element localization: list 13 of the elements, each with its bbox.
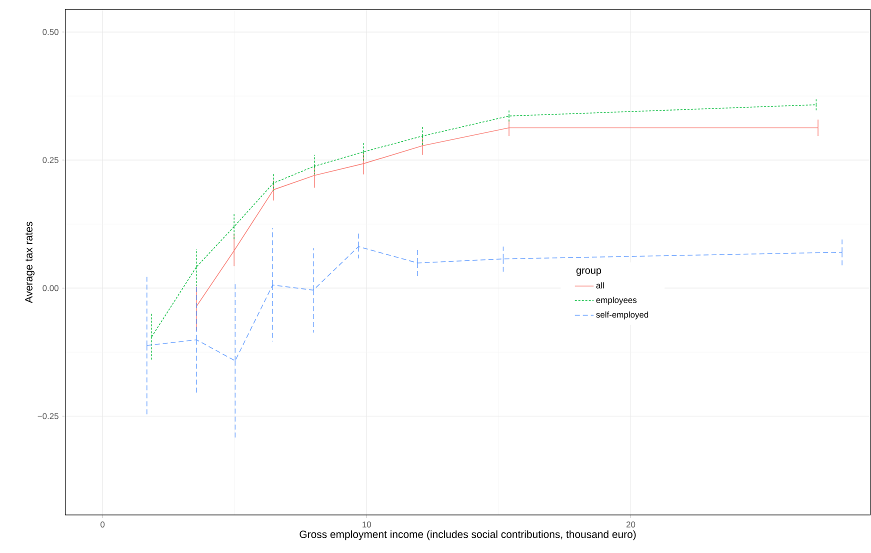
- legend-label: self-employed: [596, 311, 648, 320]
- y-axis-title: Average tax rates: [25, 222, 35, 304]
- x-axis-title: Gross employment income (includes social contributions, thousand euro): [300, 530, 636, 540]
- y-tick-label: −0.25: [38, 413, 58, 420]
- legend-label: employees: [596, 296, 637, 305]
- y-tick-label: 0.00: [42, 285, 58, 292]
- x-tick-label: 20: [626, 522, 636, 528]
- legend-title: group: [576, 268, 602, 276]
- y-tick-label: 0.25: [42, 157, 58, 164]
- x-tick-label: 10: [362, 522, 372, 528]
- x-tick-label: 0: [100, 522, 105, 528]
- y-tick-label: 0.50: [42, 29, 58, 36]
- legend-label: all: [596, 282, 604, 288]
